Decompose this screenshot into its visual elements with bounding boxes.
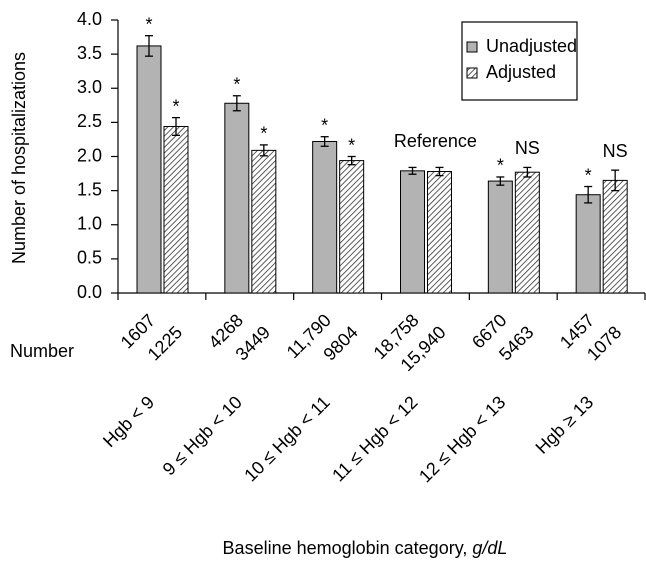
x-tick-label: 9 ≤ Hgb < 10 [159,392,246,479]
x-tick-label: 11 ≤ Hgb < 12 [328,392,421,485]
y-tick-label: 4.0 [77,9,102,29]
y-tick-label: 3.0 [77,77,102,97]
annotation: Reference [394,131,477,151]
significance-marker: * [172,96,179,116]
y-tick-label: 1.5 [77,179,102,199]
bar [224,102,250,294]
legend-swatch [466,41,478,53]
significance-marker: * [233,75,240,95]
x-tick-label: Hgb ≥ 13 [532,392,598,458]
bar [400,170,425,294]
x-axis-label-text: Baseline hemoglobin category, [223,538,468,558]
bar [487,180,513,294]
bar [514,171,540,294]
significance-marker: * [145,14,152,34]
x-tick-label: 10 ≤ Hgb < 11 [240,392,333,485]
y-tick-label: 2.0 [77,145,102,165]
y-tick-label: 2.5 [77,111,102,131]
y-axis-label: Number of hospitalizations [9,52,29,264]
bar [163,125,189,294]
x-axis-unit: g/dL [472,538,507,558]
significance-marker: NS [515,138,540,158]
legend-label: Adjusted [486,62,556,82]
significance-marker: NS [603,141,628,161]
bar [602,179,628,294]
bar [136,45,162,294]
bar [312,140,338,294]
legend-swatch [466,67,478,79]
count-row-label: Number [10,341,74,361]
bar [575,194,601,294]
x-tick-label: Hgb < 9 [99,392,158,451]
bar [339,160,365,294]
significance-marker: * [348,135,355,155]
y-tick-label: 1.0 [77,214,102,234]
legend-box [461,21,578,101]
bar [427,171,452,294]
significance-marker: * [260,124,267,144]
y-tick-label: 3.5 [77,43,102,63]
legend-label: Unadjusted [486,36,577,56]
significance-marker: * [585,165,592,185]
x-tick-label: 12 ≤ Hgb < 13 [415,392,509,486]
bar [251,149,277,294]
y-tick-label: 0.5 [77,248,102,268]
y-tick-label: 0.0 [77,282,102,302]
significance-marker: * [497,156,504,176]
significance-marker: * [321,115,328,135]
x-axis-label: Baseline hemoglobin category, g/dL [223,538,508,558]
